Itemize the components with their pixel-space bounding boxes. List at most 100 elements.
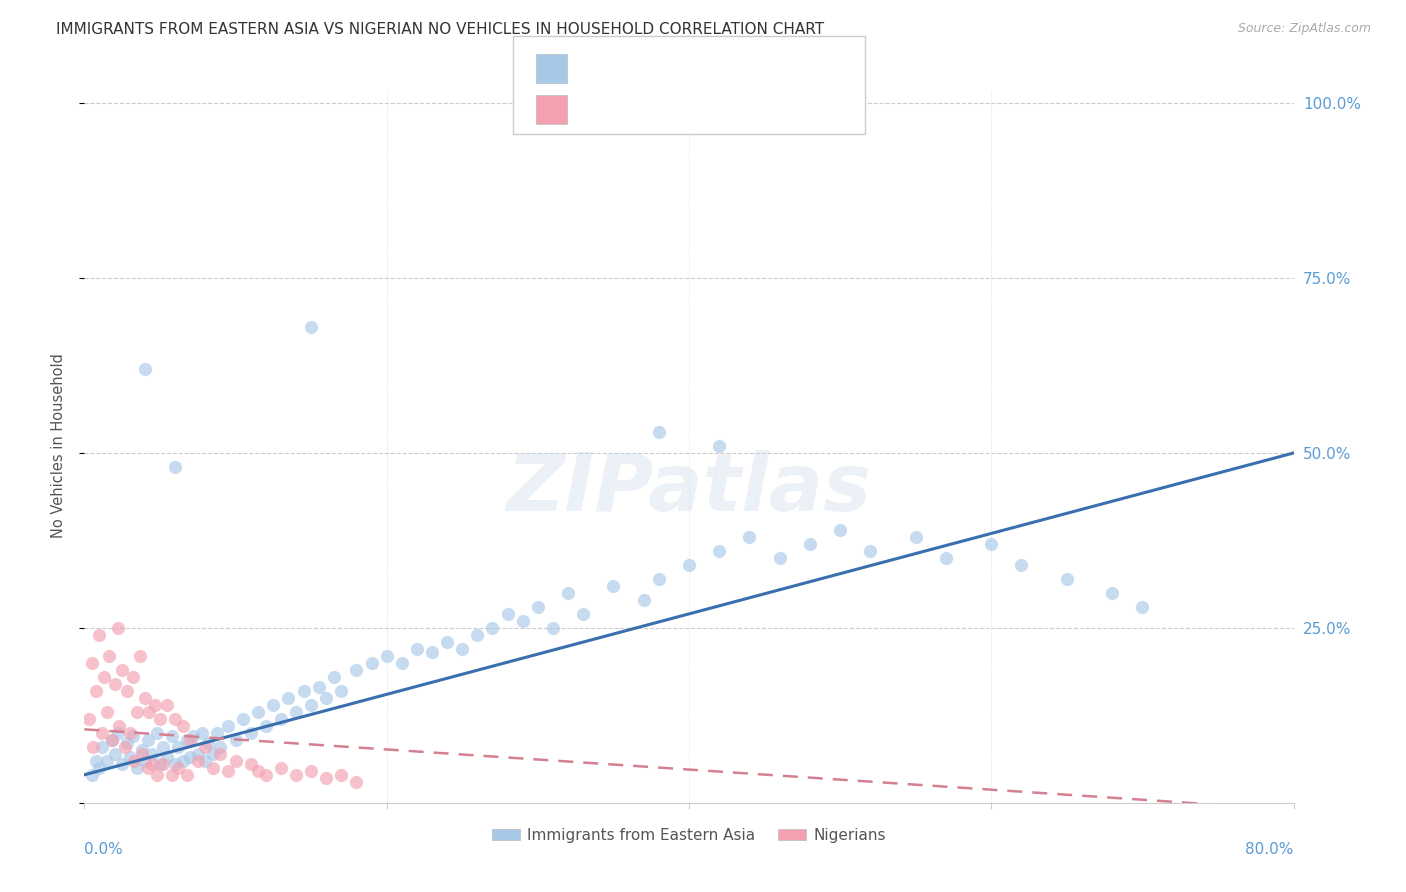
Point <box>209 747 232 761</box>
Point <box>299 698 322 712</box>
Point <box>129 648 152 663</box>
Point <box>1056 572 1078 586</box>
Point <box>225 754 247 768</box>
Legend: Immigrants from Eastern Asia, Nigerians: Immigrants from Eastern Asia, Nigerians <box>486 822 891 848</box>
Point <box>935 550 957 565</box>
Point <box>80 768 103 782</box>
Point <box>375 648 398 663</box>
Point <box>541 621 564 635</box>
Point <box>572 607 595 621</box>
Point <box>1011 558 1033 572</box>
Point <box>859 544 882 558</box>
Text: 0.0%: 0.0% <box>84 842 124 857</box>
Point <box>217 719 239 733</box>
Point <box>121 670 143 684</box>
Point <box>648 425 671 439</box>
Point <box>136 732 159 747</box>
Point <box>80 656 103 670</box>
Point <box>107 621 129 635</box>
Point <box>165 757 187 772</box>
Point <box>179 732 201 747</box>
Point <box>165 712 187 726</box>
Point <box>187 754 209 768</box>
Y-axis label: No Vehicles in Household: No Vehicles in Household <box>51 353 66 539</box>
Point <box>209 739 232 754</box>
Point <box>496 607 519 621</box>
Point <box>709 439 731 453</box>
Point <box>277 690 299 705</box>
Point <box>167 761 190 775</box>
Point <box>451 641 474 656</box>
Point <box>481 621 503 635</box>
Point <box>648 572 671 586</box>
Point <box>1130 599 1153 614</box>
Point <box>346 663 368 677</box>
Point <box>115 684 138 698</box>
Text: ZIPatlas: ZIPatlas <box>506 450 872 528</box>
Point <box>602 579 624 593</box>
Point <box>308 681 330 695</box>
Point <box>93 670 115 684</box>
Point <box>799 537 821 551</box>
Point <box>118 750 141 764</box>
Text: R = -0.085   N = 52: R = -0.085 N = 52 <box>579 103 742 117</box>
Point <box>1101 586 1123 600</box>
Point <box>194 739 217 754</box>
Point <box>436 635 458 649</box>
Point <box>201 747 224 761</box>
Point <box>239 757 262 772</box>
Point <box>830 523 852 537</box>
Point <box>299 764 322 779</box>
Point <box>315 772 337 786</box>
Text: 80.0%: 80.0% <box>1246 842 1294 857</box>
Point <box>134 690 156 705</box>
Point <box>115 736 138 750</box>
Point <box>149 712 172 726</box>
Point <box>247 705 270 719</box>
Point <box>557 586 579 600</box>
Point <box>100 732 122 747</box>
Point <box>131 747 153 761</box>
Point <box>160 768 183 782</box>
Point <box>299 320 322 334</box>
Point <box>108 719 131 733</box>
Point <box>121 729 143 743</box>
Point <box>146 768 169 782</box>
Point <box>360 656 382 670</box>
Point <box>176 768 198 782</box>
Point <box>86 684 108 698</box>
Point <box>172 754 194 768</box>
Point <box>201 761 224 775</box>
Point <box>134 754 156 768</box>
Point <box>82 739 104 754</box>
Point <box>89 628 111 642</box>
Point <box>197 736 219 750</box>
Point <box>152 739 174 754</box>
Point <box>89 761 111 775</box>
Point <box>156 698 179 712</box>
Point <box>91 739 114 754</box>
Point <box>191 726 214 740</box>
Point <box>769 550 792 565</box>
Point <box>167 739 190 754</box>
Point <box>346 774 368 789</box>
Point <box>104 747 127 761</box>
Point <box>709 544 731 558</box>
Point <box>391 656 413 670</box>
Point <box>315 690 337 705</box>
Point <box>77 712 100 726</box>
Point <box>633 593 655 607</box>
Point <box>194 754 217 768</box>
Point <box>107 726 129 740</box>
Point <box>104 677 127 691</box>
Point <box>512 614 534 628</box>
Point <box>270 761 292 775</box>
Point <box>96 754 118 768</box>
Point <box>176 732 198 747</box>
Point <box>292 684 315 698</box>
Point <box>127 705 149 719</box>
Point <box>330 684 353 698</box>
Point <box>91 726 114 740</box>
Point <box>254 719 277 733</box>
Point <box>134 362 156 376</box>
